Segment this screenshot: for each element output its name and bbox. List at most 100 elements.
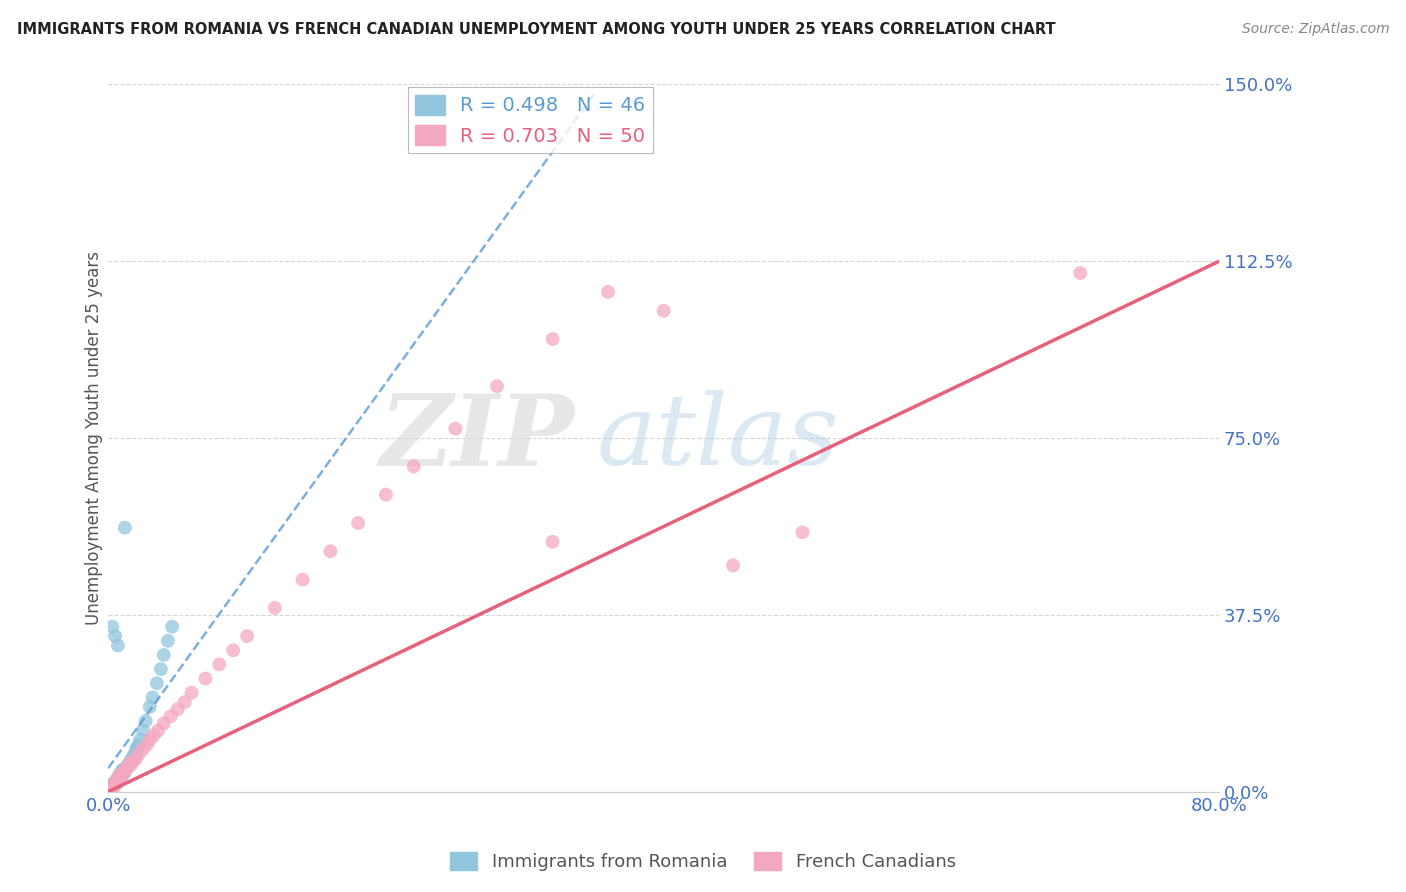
Point xyxy=(110,771,132,785)
Point xyxy=(107,775,129,789)
Point xyxy=(402,459,425,474)
Point xyxy=(125,752,148,766)
Point xyxy=(374,488,396,502)
Text: Source: ZipAtlas.com: Source: ZipAtlas.com xyxy=(1241,22,1389,37)
Point xyxy=(101,779,124,793)
Point xyxy=(121,752,143,766)
Point xyxy=(103,779,125,793)
Point xyxy=(101,778,124,792)
Point xyxy=(125,742,148,756)
Point xyxy=(105,772,128,787)
Point xyxy=(159,709,181,723)
Point xyxy=(721,558,744,573)
Point xyxy=(1069,266,1091,280)
Point xyxy=(100,779,122,793)
Point xyxy=(103,780,125,794)
Point xyxy=(652,303,675,318)
Point xyxy=(114,764,136,779)
Point xyxy=(122,754,145,768)
Point xyxy=(98,783,121,797)
Point xyxy=(104,778,127,792)
Text: IMMIGRANTS FROM ROMANIA VS FRENCH CANADIAN UNEMPLOYMENT AMONG YOUTH UNDER 25 YEA: IMMIGRANTS FROM ROMANIA VS FRENCH CANADI… xyxy=(17,22,1056,37)
Point xyxy=(107,771,129,785)
Point xyxy=(208,657,231,672)
Point xyxy=(104,778,127,792)
Point xyxy=(160,620,183,634)
Point xyxy=(146,676,169,690)
Point xyxy=(194,672,217,686)
Point xyxy=(173,695,195,709)
Point xyxy=(110,768,132,782)
Legend: Immigrants from Romania, French Canadians: Immigrants from Romania, French Canadian… xyxy=(443,845,963,879)
Point xyxy=(129,732,152,747)
Point xyxy=(101,780,124,795)
Text: atlas: atlas xyxy=(598,391,839,486)
Point xyxy=(319,544,342,558)
Point xyxy=(142,690,165,705)
Point xyxy=(598,285,620,299)
Point xyxy=(105,776,128,790)
Point xyxy=(149,662,172,676)
Point xyxy=(112,762,135,776)
Point xyxy=(127,739,149,754)
Point xyxy=(112,766,135,780)
Point xyxy=(111,768,134,782)
Point xyxy=(120,754,142,768)
Point xyxy=(122,749,145,764)
Point xyxy=(291,573,314,587)
Point xyxy=(541,332,564,346)
Point xyxy=(792,525,814,540)
Point xyxy=(541,534,564,549)
Point xyxy=(103,776,125,790)
Point xyxy=(143,728,166,742)
Point xyxy=(444,422,467,436)
Point xyxy=(132,742,155,756)
Point xyxy=(107,772,129,787)
Point xyxy=(485,379,508,393)
Point xyxy=(152,648,174,662)
Point xyxy=(101,620,124,634)
Point xyxy=(128,747,150,761)
Y-axis label: Unemployment Among Youth under 25 years: Unemployment Among Youth under 25 years xyxy=(86,251,103,625)
Point xyxy=(136,738,159,752)
Point xyxy=(139,732,162,747)
Point xyxy=(124,747,146,761)
Point xyxy=(111,765,134,780)
Point xyxy=(100,782,122,797)
Point xyxy=(128,738,150,752)
Point xyxy=(263,600,285,615)
Point xyxy=(152,716,174,731)
Point xyxy=(98,782,121,797)
Point xyxy=(166,702,188,716)
Point xyxy=(347,516,370,530)
Point xyxy=(115,761,138,775)
Point xyxy=(117,758,139,772)
Point xyxy=(108,772,131,787)
Point xyxy=(114,521,136,535)
Point xyxy=(108,772,131,786)
Point xyxy=(222,643,245,657)
Point xyxy=(132,723,155,738)
Point xyxy=(112,766,135,780)
Point xyxy=(100,780,122,795)
Point xyxy=(108,768,131,782)
Point xyxy=(118,756,141,771)
Text: ZIP: ZIP xyxy=(380,390,575,486)
Point xyxy=(139,699,162,714)
Point xyxy=(104,775,127,789)
Point xyxy=(180,686,202,700)
Point xyxy=(118,756,141,771)
Point xyxy=(101,780,124,794)
Point xyxy=(115,761,138,775)
Point xyxy=(135,714,157,728)
Point xyxy=(156,633,179,648)
Point xyxy=(110,765,132,780)
Point xyxy=(148,723,170,738)
Point xyxy=(105,776,128,790)
Legend: R = 0.498   N = 46, R = 0.703   N = 50: R = 0.498 N = 46, R = 0.703 N = 50 xyxy=(408,87,652,153)
Point xyxy=(120,758,142,772)
Point xyxy=(104,775,127,789)
Point xyxy=(114,764,136,778)
Point xyxy=(236,629,259,643)
Point xyxy=(104,629,127,643)
